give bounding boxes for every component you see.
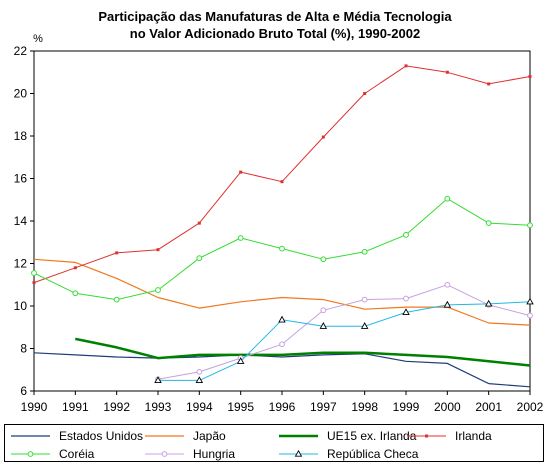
data-point-coreia <box>155 287 161 293</box>
legend-item-ue15-ex-irlanda: UE15 ex. Irlanda <box>277 428 416 444</box>
data-point-coreia <box>279 245 285 252</box>
data-point-hungria <box>320 307 327 314</box>
data-point-coreia <box>320 256 327 263</box>
data-point-irlanda <box>445 70 449 74</box>
legend-item-coreia: Coréia <box>9 446 94 462</box>
y-axis-label: % <box>33 33 43 45</box>
data-point-irlanda <box>280 180 284 184</box>
legend-label: República Checa <box>327 447 419 461</box>
legend-label: Irlanda <box>455 429 492 443</box>
x-tick-label: 1990 <box>21 400 48 414</box>
x-tick-label: 2002 <box>517 400 544 414</box>
legend-label: Japão <box>193 429 226 443</box>
x-tick-label: 1993 <box>145 400 172 414</box>
legend-swatch <box>145 435 184 437</box>
data-point-irlanda <box>404 64 408 68</box>
series-line-japao <box>33 258 531 326</box>
legend-item-republica-checa: República Checa <box>277 446 418 462</box>
x-tick-label: 1994 <box>186 400 213 414</box>
data-point-republica-checa <box>402 308 410 316</box>
data-point-irlanda <box>239 170 243 174</box>
legend-item-irlanda: Irlanda <box>405 428 492 444</box>
data-point-irlanda <box>32 281 36 285</box>
legend-label: UE15 ex. Irlanda <box>327 429 417 443</box>
legend-item-hungria: Hungria <box>143 446 235 462</box>
data-point-coreia <box>72 290 79 297</box>
series-line-republica-checa <box>158 301 531 381</box>
data-point-hungria <box>527 312 533 319</box>
x-tick-label: 1998 <box>351 400 378 414</box>
legend-swatch <box>279 434 318 438</box>
chart-title: Participação das Manufaturas de Alta e M… <box>0 8 550 42</box>
data-point-republica-checa <box>278 315 286 323</box>
y-tick-label: 10 <box>14 299 28 313</box>
data-point-hungria <box>196 368 203 375</box>
data-point-coreia <box>196 255 203 262</box>
data-point-coreia <box>444 195 451 202</box>
x-tick-label: 1992 <box>103 400 130 414</box>
legend-label: Estados Unidos <box>59 429 144 443</box>
data-point-republica-checa <box>360 322 369 329</box>
data-point-coreia <box>113 296 120 303</box>
data-point-irlanda <box>115 251 119 255</box>
series-line-estados-unidos <box>33 352 531 388</box>
legend-label: Coréia <box>59 447 95 461</box>
plot-area <box>33 50 531 392</box>
y-tick-label: 16 <box>14 172 28 186</box>
data-point-republica-checa <box>443 300 452 308</box>
x-tick-label: 1991 <box>62 400 89 414</box>
chart-legend: Estados Unidos Japão UE15 ex. Irlanda Irlan… <box>4 424 544 462</box>
series-line-ue15-ex-irlanda <box>75 337 531 367</box>
data-point-hungria <box>361 296 368 303</box>
y-tick-label: 18 <box>14 129 28 143</box>
y-tick-label: 12 <box>14 257 28 271</box>
data-point-republica-checa <box>484 299 493 307</box>
x-tick-label: 1996 <box>269 400 296 414</box>
data-point-irlanda <box>73 266 77 270</box>
y-tick-label: 22 <box>14 44 28 58</box>
legend-swatch <box>279 449 318 457</box>
y-tick-label: 6 <box>20 384 27 398</box>
x-tick-label: 1999 <box>393 400 420 414</box>
data-point-coreia <box>361 248 368 255</box>
data-point-irlanda <box>528 75 532 78</box>
data-point-republica-checa <box>195 376 204 384</box>
legend-item-japao: Japão <box>143 428 226 444</box>
data-point-hungria <box>444 281 451 288</box>
data-point-irlanda <box>363 92 367 95</box>
chart-title-line2: no Valor Adicionado Bruto Total (%), 199… <box>129 26 421 41</box>
x-tick-label: 1997 <box>310 400 337 414</box>
data-point-hungria <box>403 295 409 302</box>
legend-label: Hungria <box>193 447 236 461</box>
x-tick-label: 2000 <box>434 400 461 414</box>
legend-swatch <box>11 435 50 437</box>
y-tick-label: 20 <box>14 87 28 101</box>
x-tick-label: 2001 <box>475 400 502 414</box>
chart-title-line1: Participação das Manufaturas de Alta e M… <box>98 9 452 24</box>
data-point-republica-checa <box>319 322 328 329</box>
data-point-hungria <box>279 341 285 348</box>
data-point-republica-checa <box>154 376 162 384</box>
data-point-irlanda <box>156 248 160 252</box>
data-point-irlanda <box>487 82 491 86</box>
data-point-coreia <box>485 220 492 227</box>
line-chart: 6 8 10 12 14 16 18 20 22% 1990 1991 1992 1993 1994 199… <box>14 33 544 414</box>
data-point-republica-checa <box>526 297 534 305</box>
data-point-coreia <box>237 235 244 241</box>
x-tick-label: 1995 <box>227 400 254 414</box>
legend-item-estados-unidos: Estados Unidos <box>9 428 143 444</box>
y-tick-label: 14 <box>14 214 28 228</box>
data-point-republica-checa <box>236 357 245 364</box>
legend-swatch <box>11 451 50 457</box>
data-point-coreia <box>403 231 409 238</box>
data-point-irlanda <box>197 221 201 225</box>
data-point-coreia <box>31 270 37 276</box>
data-point-irlanda <box>321 135 325 139</box>
legend-swatch <box>407 434 446 438</box>
legend-swatch <box>145 451 184 457</box>
y-tick-label: 8 <box>20 342 27 356</box>
data-point-coreia <box>527 222 533 229</box>
series-line-hungria <box>157 284 531 380</box>
